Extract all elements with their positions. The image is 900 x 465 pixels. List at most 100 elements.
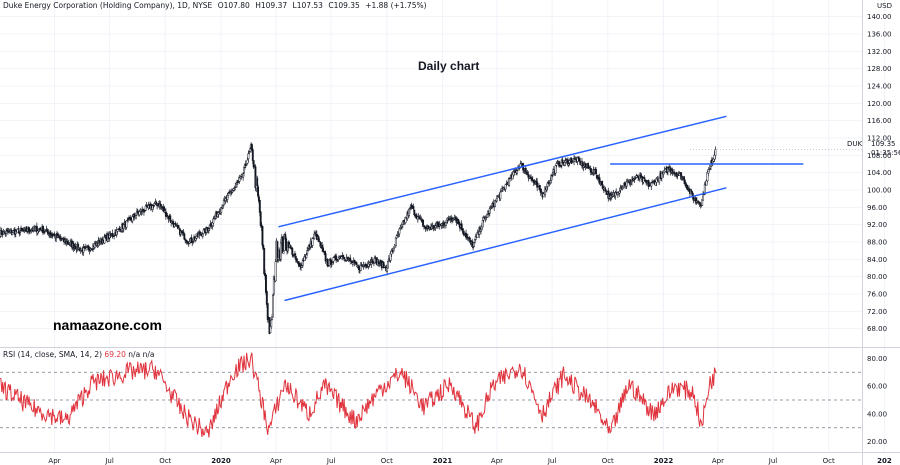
candle-body [251,149,254,161]
candle-body [91,249,94,251]
candle [398,228,401,238]
rsi-label[interactable]: RSI (14, close, SMA, 14, 2) [3,350,103,359]
candle-body [202,229,205,234]
candle-body [142,211,145,213]
candle-body [313,233,316,239]
candle-body [372,262,374,264]
candle-body [221,205,224,209]
candle-body [250,144,253,151]
candle-body [282,251,285,254]
candle [257,184,260,199]
candle-body [159,203,162,207]
x-tick-label: Apr [491,457,503,465]
candle-body [525,171,528,174]
candle-body [113,235,116,237]
candle [662,172,665,178]
candle [155,200,158,205]
symbol-name[interactable]: Duke Energy Corporation (Holding Company… [3,1,213,10]
y-tick-label: 88.00 [867,239,887,247]
candle-body [576,157,579,162]
open-value: O107.80 [217,1,250,10]
y-tick-label: 116.00 [867,117,892,125]
candle-body [231,190,234,193]
candle [602,184,604,191]
candle-body [401,220,404,226]
candle [631,176,633,186]
candle [555,161,558,168]
candle-body [315,232,317,235]
candle-body [508,177,511,186]
candle [135,215,137,220]
candle-body [272,276,275,295]
candle-body [419,217,422,219]
candle-body [468,237,471,240]
candle-body [616,192,619,196]
candle [111,229,114,239]
y-tick-label: 100.00 [867,187,892,195]
candle-body [473,239,476,243]
candle [584,162,587,171]
candle-body [174,222,177,225]
candle [23,226,26,234]
candle-body [466,236,468,238]
candle-body [358,266,360,270]
candle-body [272,294,274,318]
candle [536,178,539,192]
candle [222,197,225,207]
rsi-line [0,352,717,438]
candle-body [12,230,15,233]
candle [274,258,277,283]
low-value: L107.53 [292,1,323,10]
candle-body [432,225,435,229]
candle [82,243,85,256]
candle-body [17,228,20,230]
candle-body [36,230,39,234]
candle-body [74,245,77,249]
candles [0,142,717,335]
candle [272,293,274,318]
candle-body [156,204,159,206]
candle-body [6,229,8,232]
candle-body [707,169,710,174]
candle [147,201,150,211]
candle-body [77,243,80,250]
candle-body [604,189,607,192]
x-tick-label: Oct [602,457,614,465]
x-tick-label: Jul [104,457,114,465]
candle [358,264,360,274]
candle-body [433,227,436,230]
candle-body [387,261,389,269]
candle [84,243,87,250]
candle-body [394,237,397,246]
candle-body [340,256,343,260]
candle-body [261,226,264,246]
rsi-value: 69.20 [104,350,126,359]
candle-body [265,291,268,305]
candle-body [532,179,535,183]
candle [460,220,463,231]
candle-body [11,232,14,235]
rsi-panel [0,352,862,438]
candle-body [131,216,134,222]
candle-body [494,200,496,208]
candle-body [239,176,242,179]
candle [466,233,469,241]
candle-body [573,158,575,162]
candle-body [578,157,581,162]
candle-body [293,253,296,256]
candle-body [270,319,273,328]
candle-body [643,177,646,180]
candle [322,244,324,253]
candle-body [19,230,22,233]
candle [609,191,612,202]
candle [238,174,241,184]
candle-body [201,233,204,237]
candle-body [43,231,46,233]
candle [434,222,437,231]
candle [57,233,60,239]
candle [39,226,42,231]
candle [221,205,224,210]
candle [311,237,314,248]
candle [465,229,468,240]
